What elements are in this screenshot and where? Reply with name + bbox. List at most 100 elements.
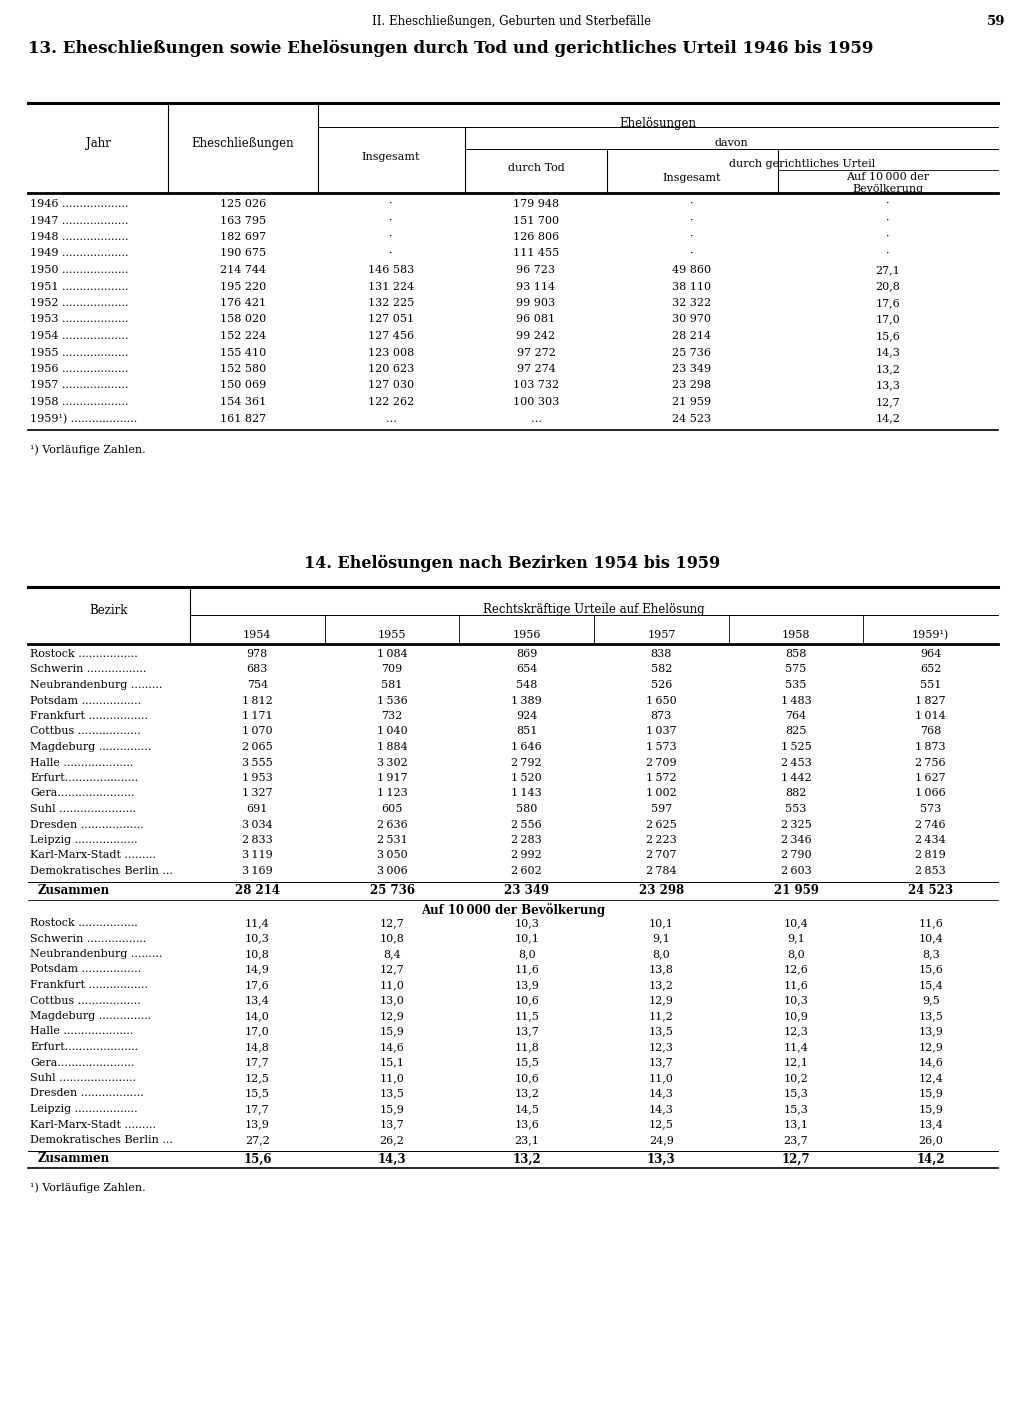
Text: ·: ·	[886, 248, 890, 258]
Text: 28 214: 28 214	[234, 883, 280, 896]
Text: 12,4: 12,4	[919, 1072, 943, 1084]
Text: 23,1: 23,1	[514, 1134, 539, 1144]
Text: Frankfurt .................: Frankfurt .................	[30, 981, 148, 991]
Text: 548: 548	[516, 680, 538, 690]
Text: 2 346: 2 346	[780, 835, 811, 845]
Text: 127 051: 127 051	[368, 315, 414, 325]
Text: 127 030: 127 030	[368, 381, 414, 391]
Text: 11,0: 11,0	[649, 1072, 674, 1084]
Text: ·: ·	[886, 199, 890, 209]
Text: Neubrandenburg .........: Neubrandenburg .........	[30, 950, 163, 959]
Text: 13,3: 13,3	[647, 1153, 676, 1165]
Text: 2 707: 2 707	[646, 851, 677, 861]
Text: 179 948: 179 948	[513, 199, 559, 209]
Text: 1 143: 1 143	[511, 789, 542, 799]
Text: 2 792: 2 792	[511, 758, 542, 768]
Text: Frankfurt .................: Frankfurt .................	[30, 711, 148, 721]
Text: 13. Eheschließungen sowie Ehelösungen durch Tod und gerichtliches Urteil 1946 bi: 13. Eheschließungen sowie Ehelösungen du…	[28, 40, 873, 58]
Text: 146 583: 146 583	[368, 265, 414, 275]
Text: 11,4: 11,4	[783, 1041, 808, 1053]
Text: 14. Ehelösungen nach Bezirken 1954 bis 1959: 14. Ehelösungen nach Bezirken 1954 bis 1…	[304, 555, 720, 571]
Text: Erfurt.....................: Erfurt.....................	[30, 1041, 138, 1053]
Text: 13,8: 13,8	[649, 965, 674, 975]
Text: Schwerin .................: Schwerin .................	[30, 665, 146, 674]
Text: 123 008: 123 008	[368, 347, 414, 357]
Text: 1 483: 1 483	[780, 696, 811, 706]
Text: 127 456: 127 456	[368, 332, 414, 341]
Text: 1955: 1955	[378, 629, 407, 641]
Text: 1 917: 1 917	[377, 773, 408, 783]
Text: 12,5: 12,5	[245, 1072, 269, 1084]
Text: 14,5: 14,5	[514, 1103, 539, 1115]
Text: 8,3: 8,3	[922, 950, 940, 959]
Text: 14,6: 14,6	[380, 1041, 404, 1053]
Text: 15,5: 15,5	[514, 1057, 539, 1068]
Text: 1958: 1958	[781, 629, 810, 641]
Text: 8,0: 8,0	[518, 950, 536, 959]
Text: 13,5: 13,5	[919, 1012, 943, 1022]
Text: 1949 ...................: 1949 ...................	[30, 248, 128, 258]
Text: durch Tod: durch Tod	[508, 164, 564, 174]
Text: 12,7: 12,7	[781, 1153, 810, 1165]
Text: 1959¹): 1959¹)	[912, 629, 949, 641]
Text: Leipzig ..................: Leipzig ..................	[30, 835, 137, 845]
Text: 15,9: 15,9	[380, 1026, 404, 1037]
Text: 869: 869	[516, 649, 538, 659]
Text: 161 827: 161 827	[220, 413, 266, 423]
Text: durch gerichtliches Urteil: durch gerichtliches Urteil	[729, 159, 876, 169]
Text: 1 520: 1 520	[511, 773, 542, 783]
Text: 858: 858	[785, 649, 807, 659]
Text: 2 065: 2 065	[242, 742, 272, 752]
Text: ·: ·	[389, 199, 393, 209]
Text: 580: 580	[516, 804, 538, 814]
Text: 709: 709	[381, 665, 402, 674]
Text: 155 410: 155 410	[220, 347, 266, 357]
Text: 23 349: 23 349	[504, 883, 549, 896]
Text: 14,3: 14,3	[649, 1088, 674, 1099]
Text: ·: ·	[389, 231, 393, 243]
Text: 1 389: 1 389	[511, 696, 542, 706]
Text: 1954 ...................: 1954 ...................	[30, 332, 128, 341]
Text: 13,7: 13,7	[380, 1119, 404, 1129]
Text: 1 040: 1 040	[377, 727, 408, 737]
Text: 21 959: 21 959	[773, 883, 818, 896]
Text: 99 242: 99 242	[516, 332, 556, 341]
Text: Dresden ..................: Dresden ..................	[30, 820, 143, 830]
Text: 1 014: 1 014	[915, 711, 946, 721]
Text: 24 523: 24 523	[908, 883, 953, 896]
Text: 25 736: 25 736	[673, 347, 712, 357]
Text: 131 224: 131 224	[368, 282, 414, 292]
Text: 24,9: 24,9	[649, 1134, 674, 1144]
Text: 2 853: 2 853	[915, 866, 946, 876]
Text: 11,0: 11,0	[380, 981, 404, 991]
Text: 96 723: 96 723	[516, 265, 555, 275]
Text: Insgesamt: Insgesamt	[663, 174, 721, 183]
Text: 1 646: 1 646	[511, 742, 542, 752]
Text: 1 123: 1 123	[377, 789, 408, 799]
Text: 573: 573	[920, 804, 941, 814]
Text: 163 795: 163 795	[220, 216, 266, 226]
Text: 10,8: 10,8	[380, 934, 404, 944]
Text: 14,0: 14,0	[245, 1012, 269, 1022]
Text: 126 806: 126 806	[513, 231, 559, 243]
Text: 182 697: 182 697	[220, 231, 266, 243]
Text: Karl-Marx-Stadt .........: Karl-Marx-Stadt .........	[30, 851, 156, 861]
Text: 838: 838	[650, 649, 672, 659]
Text: 13,3: 13,3	[876, 381, 900, 391]
Text: Potsdam .................: Potsdam .................	[30, 965, 141, 975]
Text: 3 555: 3 555	[242, 758, 272, 768]
Text: 120 623: 120 623	[368, 364, 414, 374]
Text: 924: 924	[516, 711, 538, 721]
Text: 15,6: 15,6	[876, 332, 900, 341]
Text: 158 020: 158 020	[220, 315, 266, 325]
Text: 150 069: 150 069	[220, 381, 266, 391]
Text: 14,6: 14,6	[919, 1057, 943, 1068]
Text: 8,4: 8,4	[383, 950, 400, 959]
Text: 15,1: 15,1	[380, 1057, 404, 1068]
Text: 1 884: 1 884	[377, 742, 408, 752]
Text: Cottbus ..................: Cottbus ..................	[30, 996, 140, 1006]
Text: 10,1: 10,1	[649, 919, 674, 928]
Text: 9,1: 9,1	[652, 934, 671, 944]
Text: 13,9: 13,9	[245, 1119, 269, 1129]
Text: 11,5: 11,5	[514, 1012, 539, 1022]
